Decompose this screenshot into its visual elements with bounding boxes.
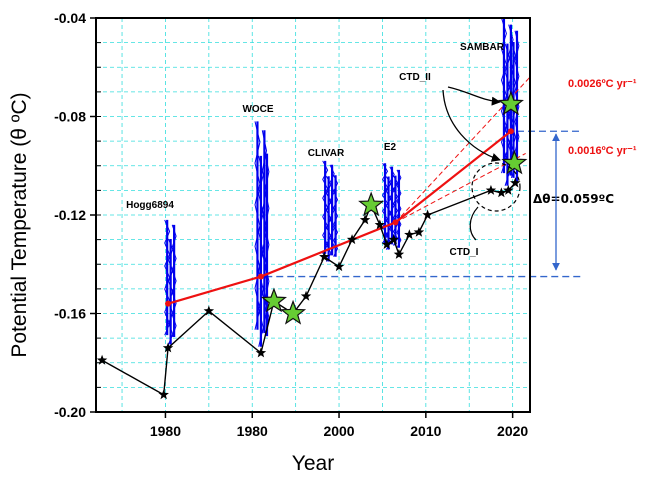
trend-line: [167, 130, 512, 305]
rate-low-label: 0.0016ºC yr⁻¹: [568, 145, 637, 157]
data-star: [388, 234, 399, 245]
reference-lines: [265, 130, 582, 278]
data-star: [203, 305, 215, 316]
highlight-star: [501, 149, 528, 175]
data-star: [96, 354, 108, 365]
trend-point: [392, 219, 399, 226]
data-star: [333, 261, 345, 272]
x-tick-label: 2010: [410, 423, 441, 439]
profile-trace: [392, 175, 399, 246]
y-axis-title: Potential Temperature (θ ºC): [8, 92, 31, 357]
trend-extension: [395, 76, 531, 223]
data-star: [255, 347, 267, 358]
data-star: [300, 290, 312, 301]
profile-clusters: [164, 18, 520, 347]
trend-point: [257, 273, 264, 280]
ctd-ii-arrow-lower: [442, 89, 501, 162]
data-star: [510, 177, 521, 188]
grid: [96, 18, 530, 412]
label-woce: WOCE: [242, 104, 273, 115]
ctd-i-leader: [469, 206, 479, 241]
data-star: [158, 389, 169, 400]
ctd-i-circle: [471, 162, 521, 212]
x-axis-title: Year: [292, 452, 334, 475]
y-tick-label: -0.08: [54, 109, 86, 125]
data-star: [404, 229, 415, 240]
data-star: [503, 184, 514, 195]
profile-trace: [396, 169, 402, 249]
trend-point: [165, 300, 172, 307]
data-star: [485, 184, 497, 195]
data-star: [374, 219, 386, 230]
profile-trace: [385, 176, 392, 250]
x-tick-label: 1980: [237, 423, 268, 439]
data-star: [496, 187, 507, 198]
x-tick-label: 1980: [150, 423, 181, 439]
profile-trace: [325, 175, 332, 262]
highlight-star: [279, 299, 307, 325]
highlight-star: [260, 287, 287, 313]
data-star: [413, 226, 425, 237]
x-tick-label: 2020: [497, 423, 528, 439]
trend-lines: [165, 76, 531, 307]
data-star: [319, 251, 330, 262]
rate-high-label: 0.0026ºC yr⁻¹: [568, 78, 637, 90]
label-e2: E2: [384, 142, 397, 153]
data-star: [162, 342, 174, 353]
trend-extension: [395, 152, 526, 223]
label-ctd-i: CTD_I: [450, 247, 479, 258]
data-star: [393, 248, 405, 259]
profile-trace: [171, 224, 177, 338]
delta-label: Δθ=0.059ºC: [533, 192, 614, 206]
axis-ticks: -0.20 -0.16 -0.12 -0.08 -0.04 1980 1980 2000 201…: [54, 10, 528, 439]
data-star: [381, 239, 393, 249]
label-ctd-ii: CTD_II: [399, 72, 431, 83]
highlight-stars: [260, 90, 528, 325]
highlight-star: [358, 191, 385, 217]
y-tick-label: -0.12: [54, 207, 86, 223]
label-sambar: SAMBAR: [460, 42, 505, 53]
y-tick-label: -0.20: [54, 404, 86, 420]
label-hogg: Hogg6894: [126, 200, 174, 211]
label-clivar: CLIVAR: [308, 148, 345, 159]
y-tick-label: -0.04: [54, 10, 86, 26]
trend-point: [507, 128, 514, 135]
data-star: [359, 214, 371, 225]
x-tick-label: 2000: [323, 423, 354, 439]
profile-trace: [258, 155, 264, 347]
highlight-star: [497, 90, 524, 116]
ctd-ii-arrow-upper: [447, 86, 501, 106]
data-star: [346, 234, 358, 245]
profile-trace: [333, 174, 339, 257]
profile-trace: [264, 153, 270, 337]
data-star: [422, 209, 433, 220]
y-tick-label: -0.16: [54, 306, 86, 322]
